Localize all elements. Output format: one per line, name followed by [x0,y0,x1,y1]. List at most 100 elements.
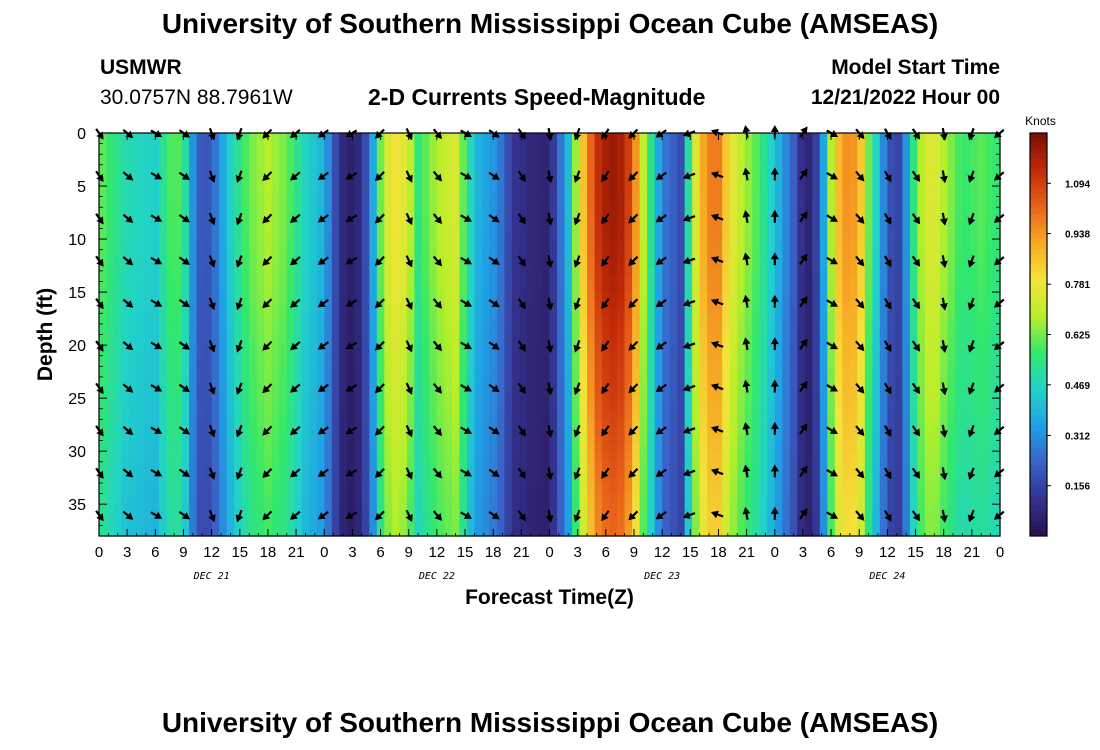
heatmap-cell [662,158,671,168]
heatmap-cell [609,368,618,378]
heatmap-cell [316,200,325,210]
heatmap-cell [481,233,491,243]
heatmap-cell [219,183,228,193]
heatmap-cell [286,326,295,336]
heatmap-cell [954,368,964,378]
heatmap-cell [234,334,243,344]
heatmap-cell [804,275,813,285]
heatmap-cell [271,443,280,453]
heatmap-cell [677,174,686,184]
heatmap-cell [406,200,415,210]
heatmap-cell [174,174,183,184]
heatmap-cell [647,435,656,445]
heatmap-cell [204,149,213,159]
heatmap-cell [301,133,310,142]
heatmap-cell [962,183,971,193]
heatmap-cell [369,426,378,436]
heatmap-cell [99,200,108,210]
heatmap-cell [534,292,543,302]
heatmap-cell [632,443,641,453]
heatmap-cell [324,351,333,361]
heatmap-cell [466,250,476,260]
heatmap-cell [729,359,738,369]
heatmap-cell [984,225,994,235]
heatmap-cell [204,233,213,243]
heatmap-cell [602,401,611,411]
heatmap-cell [947,267,956,277]
heatmap-cell [459,452,468,462]
heatmap-cell [114,275,123,285]
heatmap-cell [954,418,964,428]
heatmap-cell [549,216,558,226]
heatmap-cell [159,359,168,369]
heatmap-cell [849,275,858,285]
heatmap-cell [954,300,964,310]
heatmap-cell [174,158,183,168]
heatmap-cell [421,208,430,218]
heatmap-cell [864,183,873,193]
heatmap-cell [466,242,476,252]
heatmap-cell [804,376,813,386]
heatmap-cell [639,443,648,453]
heatmap-cell [909,401,919,411]
heatmap-cell [241,158,250,168]
heatmap-cell [241,334,250,344]
heatmap-cell [767,292,776,302]
heatmap-cell [534,166,543,176]
heatmap-cell [151,183,160,193]
heatmap-cell [196,149,205,159]
heatmap-cell [301,443,310,453]
heatmap-cell [864,166,873,176]
heatmap-cell [774,208,783,218]
heatmap-cell [361,191,370,201]
heatmap-cell [587,258,596,268]
heatmap-cell [647,368,656,378]
heatmap-cell [744,292,753,302]
heatmap-cell [557,183,566,193]
heatmap-cell [654,393,663,403]
heatmap-cell [834,326,843,336]
heatmap-cell [421,292,430,302]
heatmap-cell [114,267,123,277]
heatmap-cell [654,435,663,445]
heatmap-cell [436,351,445,361]
heatmap-cell [369,393,378,403]
heatmap-cell [406,460,415,470]
heatmap-cell [594,233,603,243]
heatmap-cell [744,233,753,243]
heatmap-cell [602,477,611,487]
heatmap-cell [451,233,460,243]
heatmap-cell [211,317,220,327]
heatmap-cell [767,174,776,184]
heatmap-cell [669,418,678,428]
heatmap-cell [902,443,911,453]
heatmap-cell [159,317,168,327]
heatmap-cell [909,158,919,168]
heatmap-cell [662,166,671,176]
heatmap-cell [647,158,656,168]
heatmap-cell [947,200,956,210]
heatmap-cell [887,141,896,151]
heatmap-cell [714,334,723,344]
heatmap-cell [894,275,903,285]
heatmap-cell [984,443,994,453]
heatmap-cell [249,326,258,336]
heatmap-cell [819,418,828,428]
heatmap-cell [834,284,843,294]
heatmap-cell [827,443,836,453]
heatmap-cell [917,317,926,327]
heatmap-cell [241,342,250,352]
heatmap-cell [594,174,603,184]
heatmap-cell [226,191,235,201]
heatmap-cell [549,191,558,201]
heatmap-cell [707,376,716,386]
heatmap-cell [534,267,543,277]
heatmap-cell [189,334,198,344]
heatmap-cell [226,250,235,260]
heatmap-cell [917,410,926,420]
heatmap-cell [466,468,476,478]
heatmap-cell [331,275,340,285]
heatmap-cell [872,435,881,445]
heatmap-cell [909,242,919,252]
heatmap-cell [654,267,663,277]
